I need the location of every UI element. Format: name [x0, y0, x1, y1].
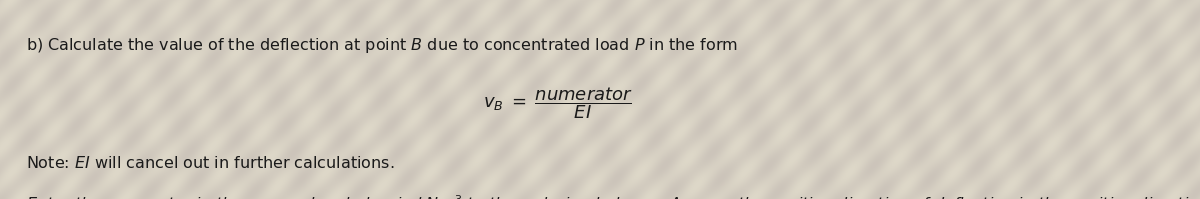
Text: b) Calculate the value of the deflection at point $\mathit{B}$ due to concentrat: b) Calculate the value of the deflection… [26, 36, 738, 55]
Text: $\mathit{Enter\ the\ numerator\ in\ the\ answer\ box\ below\ in\ kNm^3\ to\ thre: $\mathit{Enter\ the\ numerator\ in\ the\… [26, 193, 1200, 199]
Text: Note: $EI$ will cancel out in further calculations.: Note: $EI$ will cancel out in further ca… [26, 155, 395, 171]
Text: $v_B \;=\; \dfrac{\mathit{numerator}}{EI}$: $v_B \;=\; \dfrac{\mathit{numerator}}{EI… [484, 86, 632, 121]
